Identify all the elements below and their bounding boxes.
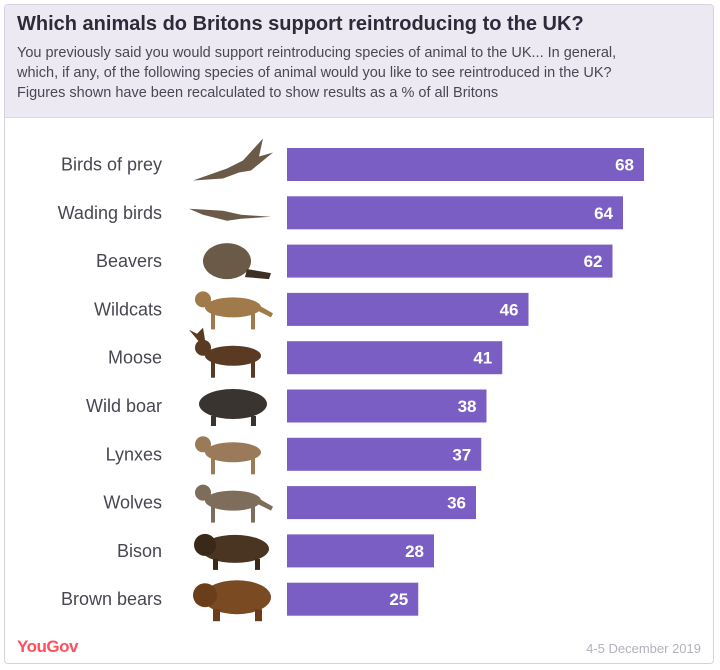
chart-card: Which animals do Britons support reintro… (4, 4, 714, 664)
bar-value-label: 62 (584, 252, 603, 271)
bar (287, 486, 476, 520)
chart-header: Which animals do Britons support reintro… (5, 5, 713, 118)
lynx-icon (195, 436, 261, 475)
chart-subtitle-line-3: Figures shown have been recalculated to … (17, 85, 499, 101)
bar-value-label: 64 (594, 204, 613, 223)
category-label: Moose (108, 348, 162, 368)
category-label: Bison (117, 541, 162, 561)
category-labels: Birds of prey Wading birds Beavers Wildcats… (58, 155, 162, 610)
animal-icons (189, 138, 273, 622)
bar (287, 341, 503, 375)
brown-bear-icon (193, 580, 271, 622)
bar-value-label: 68 (615, 156, 634, 175)
bar-value-labels: 68 64 62 46 41 38 37 36 28 25 (389, 156, 634, 610)
bar (287, 437, 482, 471)
bison-icon (194, 533, 269, 570)
moose-icon (189, 327, 261, 378)
wading-bird-icon (189, 208, 271, 221)
bar (287, 582, 419, 616)
bar-value-label: 28 (405, 542, 424, 561)
bar (287, 534, 434, 568)
wildcat-icon (195, 291, 273, 330)
survey-date: 4-5 December 2019 (586, 641, 701, 656)
bar-value-label: 46 (500, 300, 519, 319)
category-label: Wildcats (94, 299, 162, 319)
bar-value-label: 41 (473, 349, 492, 368)
chart-title: Which animals do Britons support reintro… (17, 13, 584, 35)
bar-value-label: 38 (458, 397, 477, 416)
bar-chart: Birds of prey Wading birds Beavers Wildcats… (58, 138, 644, 622)
bar-value-label: 37 (452, 445, 471, 464)
bar (287, 389, 487, 423)
wild-boar-icon (199, 389, 267, 426)
yougov-logo: YouGov (17, 637, 78, 656)
bar-value-label: 25 (389, 590, 408, 609)
chart-subtitle-line-1: You previously said you would support re… (17, 45, 617, 61)
bar (287, 292, 529, 326)
bar-value-label: 36 (447, 494, 466, 513)
category-label: Wolves (103, 493, 162, 513)
bar (287, 196, 623, 230)
category-label: Birds of prey (61, 155, 162, 175)
chart-subtitle-line-2: which, if any, of the following species … (17, 65, 612, 81)
category-label: Brown bears (61, 589, 162, 609)
category-label: Wild boar (86, 396, 162, 416)
beaver-icon (203, 243, 271, 280)
bars (287, 148, 644, 616)
bar (287, 244, 613, 278)
category-label: Wading birds (58, 203, 162, 223)
wolf-icon (195, 484, 273, 523)
category-label: Beavers (96, 251, 162, 271)
category-label: Lynxes (106, 444, 162, 464)
bird-of-prey-icon (193, 138, 273, 181)
bar (287, 148, 644, 181)
